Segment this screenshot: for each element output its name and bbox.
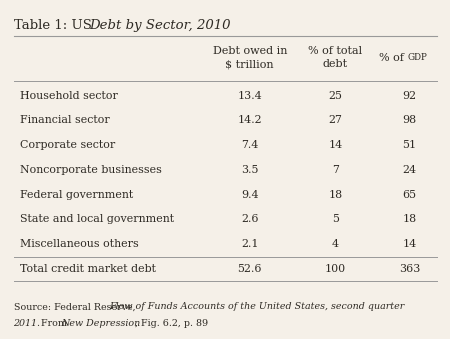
Text: 3.5: 3.5 — [241, 165, 258, 175]
Text: 2.6: 2.6 — [241, 214, 258, 224]
Text: 7: 7 — [332, 165, 339, 175]
Text: Total credit market debt: Total credit market debt — [20, 264, 156, 274]
Text: Miscellaneous others: Miscellaneous others — [20, 239, 139, 249]
Text: From: From — [38, 319, 70, 328]
Text: 14: 14 — [328, 140, 342, 150]
Text: 18: 18 — [402, 214, 417, 224]
Text: 98: 98 — [402, 115, 417, 125]
Text: GDP: GDP — [407, 53, 427, 62]
Text: 4: 4 — [332, 239, 339, 249]
Text: 65: 65 — [402, 190, 417, 200]
Text: 27: 27 — [328, 115, 342, 125]
Text: 7.4: 7.4 — [241, 140, 258, 150]
Text: Debt by Sector, 2010: Debt by Sector, 2010 — [89, 19, 230, 32]
Text: 14: 14 — [402, 239, 417, 249]
Text: Corporate sector: Corporate sector — [20, 140, 116, 150]
Text: 25: 25 — [328, 91, 342, 101]
Text: , Fig. 6.2, p. 89: , Fig. 6.2, p. 89 — [135, 319, 208, 328]
Text: 5: 5 — [332, 214, 339, 224]
Text: % of total
debt: % of total debt — [308, 46, 362, 69]
Text: Table 1: US: Table 1: US — [14, 19, 95, 32]
Text: Flow of Funds Accounts of the United States, second quarter: Flow of Funds Accounts of the United Sta… — [109, 302, 404, 312]
Text: 14.2: 14.2 — [238, 115, 262, 125]
Text: Source: Federal Reserve,: Source: Federal Reserve, — [14, 302, 138, 312]
Text: 18: 18 — [328, 190, 342, 200]
Text: 24: 24 — [402, 165, 417, 175]
Text: 51: 51 — [402, 140, 417, 150]
Text: Federal government: Federal government — [20, 190, 134, 200]
Text: 92: 92 — [402, 91, 417, 101]
Text: State and local government: State and local government — [20, 214, 175, 224]
Text: 2.1: 2.1 — [241, 239, 258, 249]
Text: Noncorporate businesses: Noncorporate businesses — [20, 165, 162, 175]
Text: 13.4: 13.4 — [238, 91, 262, 101]
Text: Household sector: Household sector — [20, 91, 118, 101]
Text: 2011.: 2011. — [14, 319, 40, 328]
Text: Financial sector: Financial sector — [20, 115, 110, 125]
Text: 9.4: 9.4 — [241, 190, 259, 200]
Text: Debt owed in
$ trillion: Debt owed in $ trillion — [212, 46, 287, 69]
Text: New Depression: New Depression — [61, 319, 140, 328]
Text: 100: 100 — [325, 264, 346, 274]
Text: % of: % of — [379, 53, 407, 63]
Text: 52.6: 52.6 — [238, 264, 262, 274]
Text: 363: 363 — [399, 264, 420, 274]
